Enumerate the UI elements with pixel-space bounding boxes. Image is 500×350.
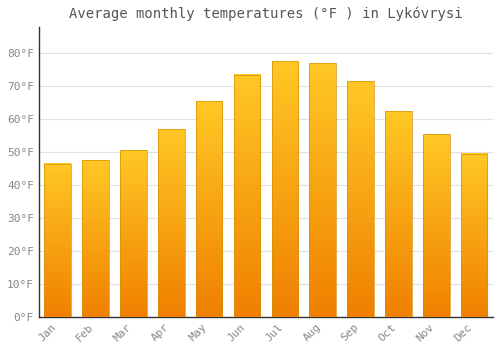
Bar bbox=[196, 101, 222, 317]
Bar bbox=[385, 111, 411, 317]
Title: Average monthly temperatures (°F ) in Lykóvrysi: Average monthly temperatures (°F ) in Ly… bbox=[69, 7, 462, 21]
Bar bbox=[82, 160, 109, 317]
Bar bbox=[348, 81, 374, 317]
Bar bbox=[44, 163, 71, 317]
Bar bbox=[234, 75, 260, 317]
Bar bbox=[120, 150, 146, 317]
Bar bbox=[461, 154, 487, 317]
Bar bbox=[310, 63, 336, 317]
Bar bbox=[423, 134, 450, 317]
Bar bbox=[272, 61, 298, 317]
Bar bbox=[158, 129, 184, 317]
